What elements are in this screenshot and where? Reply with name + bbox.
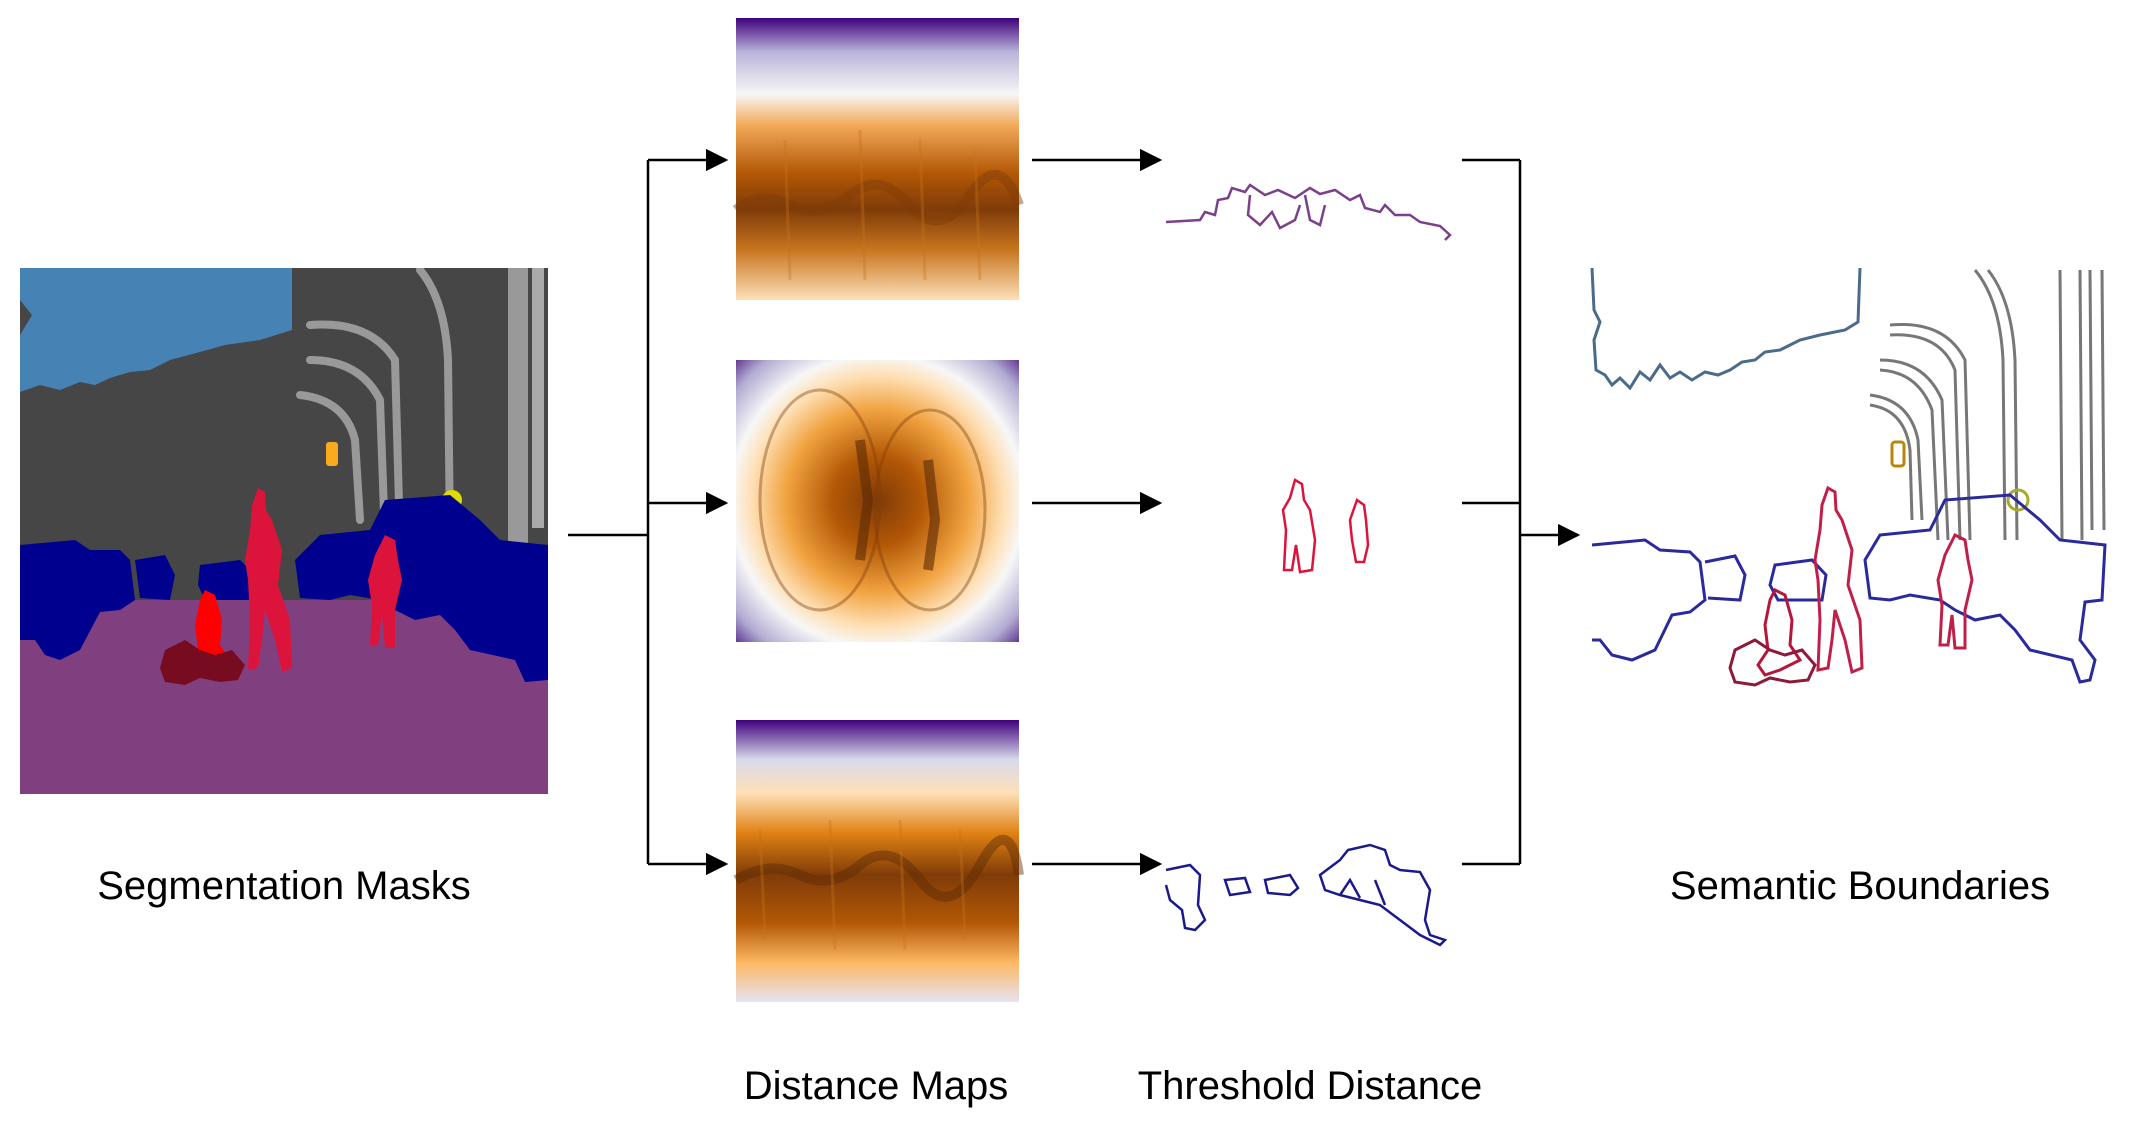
boundary-traffic-sign: [2006, 488, 2030, 512]
boundary-vehicles: [1591, 493, 2107, 684]
seg-person-right: [368, 535, 402, 648]
label-distance-maps: Distance Maps: [743, 1064, 1009, 1108]
label-semantic-boundaries: Semantic Boundaries: [1669, 864, 2051, 908]
seg-motorcycle: [160, 640, 245, 685]
boundary-person-left: [1813, 485, 1864, 675]
boundary-poles: [1869, 269, 2106, 541]
boundary-person-right: [1936, 532, 1974, 650]
label-segmentation-masks: Segmentation Masks: [97, 864, 471, 908]
boundary-sky: [1590, 267, 1862, 391]
seg-vehicles: [20, 495, 548, 682]
connector-lines: [568, 148, 1581, 876]
seg-person-left: [245, 488, 292, 672]
semantic-boundaries-image: [1590, 267, 2107, 687]
distance-map-vehicle: [733, 720, 1024, 1002]
seg-sky: [20, 268, 292, 392]
seg-pole-right: [508, 268, 528, 548]
distance-map-person: [736, 360, 1019, 642]
seg-sky-notch: [20, 300, 32, 335]
seg-traffic-light: [326, 442, 338, 466]
threshold-sky-boundary: [1165, 183, 1452, 241]
threshold-person-boundary: [1281, 478, 1370, 574]
boundary-rider: [1756, 587, 1803, 677]
threshold-vehicle-boundary: [1164, 843, 1448, 947]
label-threshold-distance: Threshold Distance: [1137, 1064, 1483, 1108]
distance-map-sky: [732, 18, 1024, 300]
segmentation-mask-image: [20, 268, 548, 794]
boundary-motorcycle: [1728, 638, 1817, 687]
seg-poles: [296, 268, 454, 544]
boundary-traffic-light: [1890, 440, 1906, 468]
